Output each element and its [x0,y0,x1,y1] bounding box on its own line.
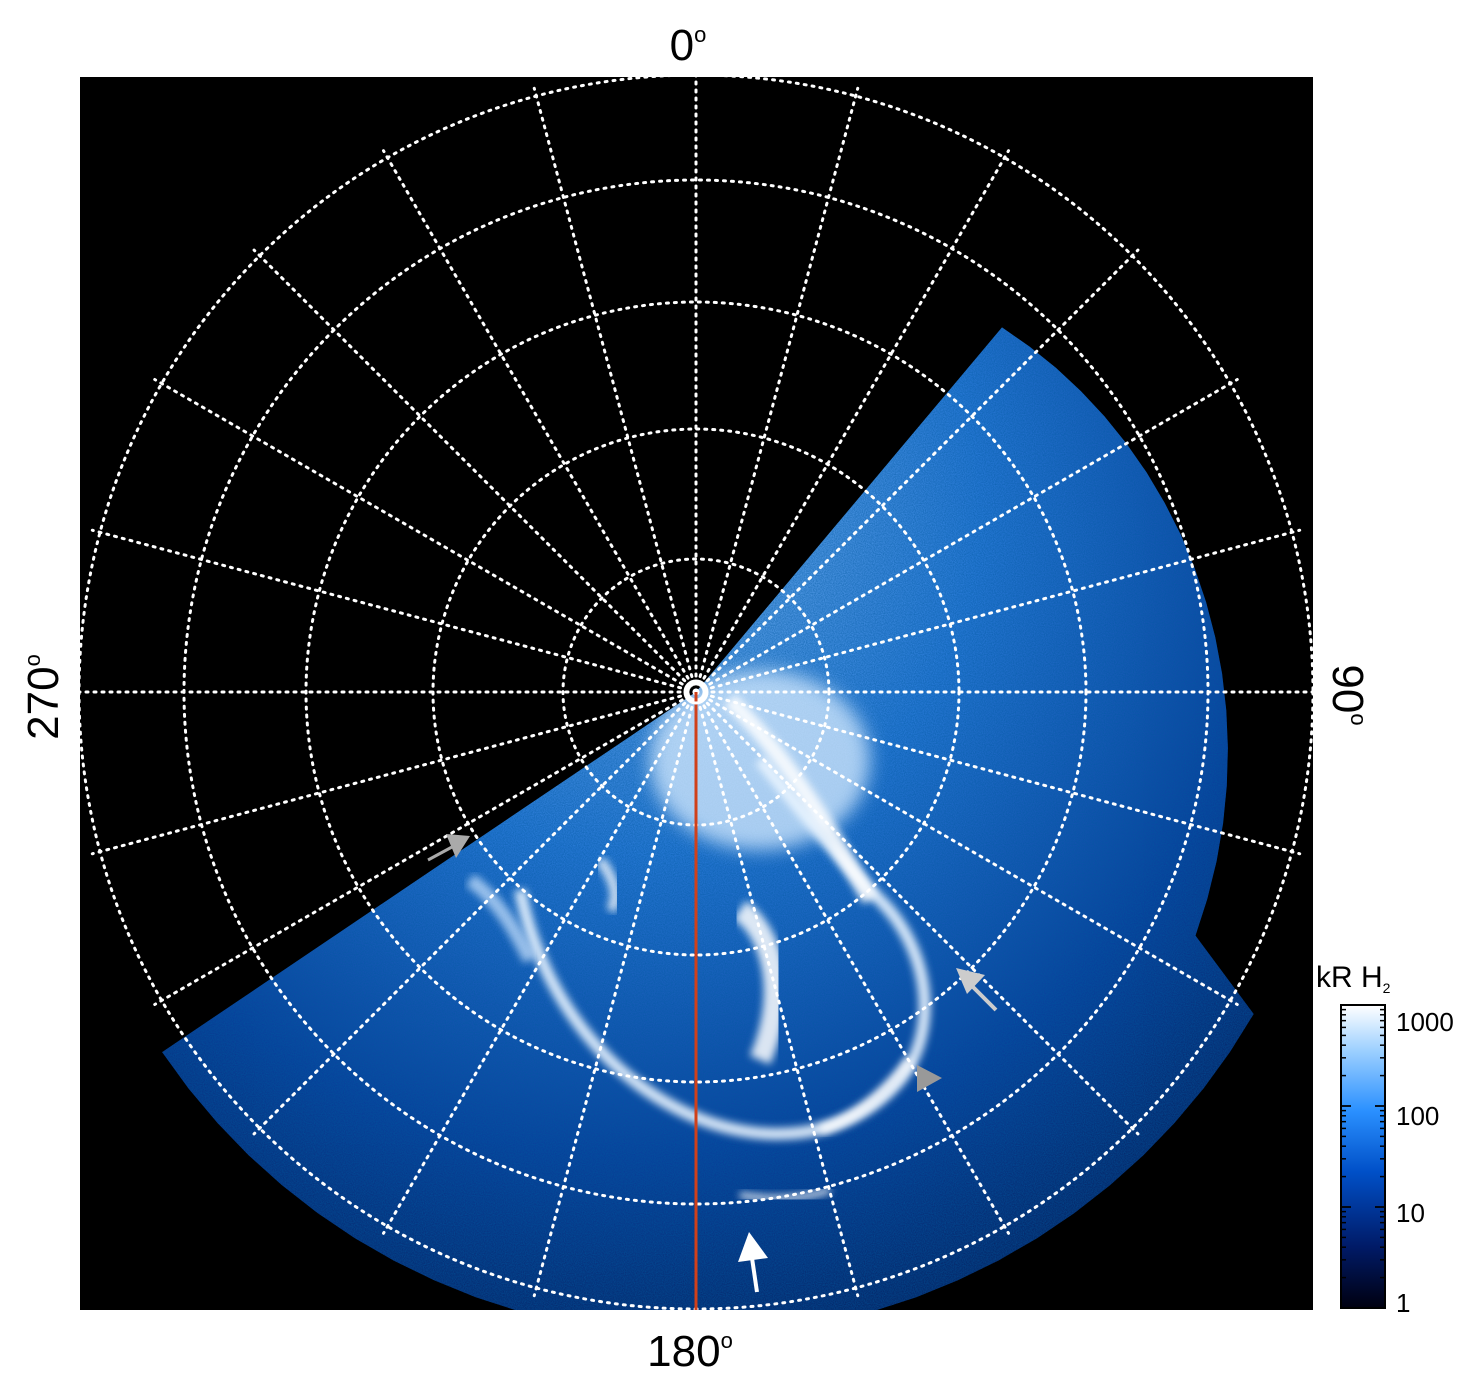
grid-meridian [382,690,698,1235]
white-arrow-bottom [738,1232,768,1293]
gray-arrow-right-upper [956,968,998,1012]
grid-meridian [153,690,698,1006]
grid-meridian [153,378,698,694]
grid-meridian [694,690,860,1298]
grid-meridian [252,690,698,1136]
grid-meridian [694,378,1239,694]
grid-meridian [90,690,698,856]
grid-meridian [252,248,698,694]
grid-circle [304,300,1088,1084]
label-270-deg: 270o [19,654,68,740]
grid-meridian [382,149,698,694]
pole-marker [683,679,709,705]
grid-meridian [694,690,1302,856]
grid-meridian [694,690,1140,1136]
colorbar: kR H2 1000 100 10 1 [1316,961,1454,1318]
gray-arrow-left [427,834,470,862]
grid-meridian [694,86,860,694]
grid-meridian [90,528,698,694]
grid-meridian [532,690,698,1298]
colorbar-tick-100: 100 [1396,1101,1439,1131]
colorbar-tick-10: 10 [1396,1198,1425,1228]
grid-meridian [532,86,698,694]
label-180-deg: 180o [647,1327,733,1376]
colorbar-gradient [1340,1004,1386,1309]
grid-meridian [694,248,1140,694]
label-0-deg: 0o [670,21,707,70]
label-90-deg: 90o [1323,664,1372,725]
grid-meridian [694,690,1239,1006]
grid-meridian [694,149,1010,694]
gray-arrowhead-right-lower [917,1065,942,1092]
colorbar-tick-1000: 1000 [1396,1007,1454,1037]
colorbar-tick-1: 1 [1396,1288,1410,1318]
colorbar-unit: kR H2 [1316,961,1391,996]
grid-meridian [694,690,1010,1235]
grid-meridian [694,528,1302,694]
